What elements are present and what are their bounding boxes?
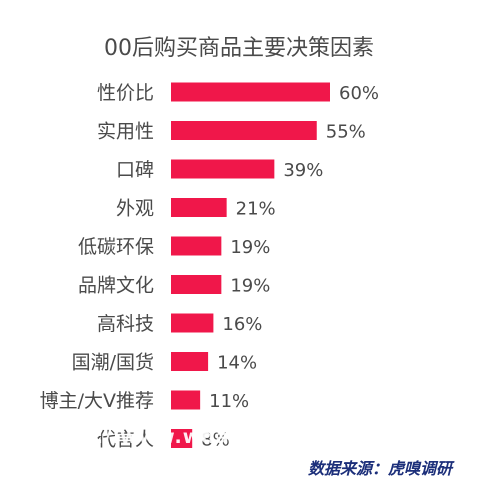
value-label: 19% [230,237,270,258]
value-label: 16% [222,314,262,335]
category-label: 口碑 [116,159,154,181]
bar [171,82,330,102]
bar [171,121,317,140]
bar [171,236,222,256]
bar [171,352,209,371]
bar [171,159,275,179]
category-label: 国潮/国货 [72,352,154,374]
value-label: 8% [201,430,230,451]
source-note: 数据来源：虎嗅调研 [307,459,452,478]
bar [171,390,201,410]
category-label: 实用性 [97,121,154,143]
watermark-text: https://www.wdai.cn/ [34,426,281,448]
value-label: 55% [326,122,366,143]
category-label: 性价比 [97,82,154,104]
chart-title: 00后购买商品主要决策因素 [104,36,374,61]
category-label: 博主/大V推荐 [40,390,154,412]
bar [171,313,214,333]
category-label: 品牌文化 [78,275,154,297]
value-label: 39% [283,160,323,181]
value-label: 19% [230,276,270,297]
value-label: 60% [339,83,379,104]
value-label: 21% [236,199,276,220]
bar [171,429,193,448]
value-label: 14% [217,353,257,374]
value-label: 11% [209,391,249,412]
category-label: 低碳环保 [78,236,154,258]
category-label: 高科技 [97,313,154,335]
bar [171,198,227,217]
category-label: 外观 [116,198,154,220]
bar [171,275,222,294]
category-label: 代言人 [97,429,154,451]
